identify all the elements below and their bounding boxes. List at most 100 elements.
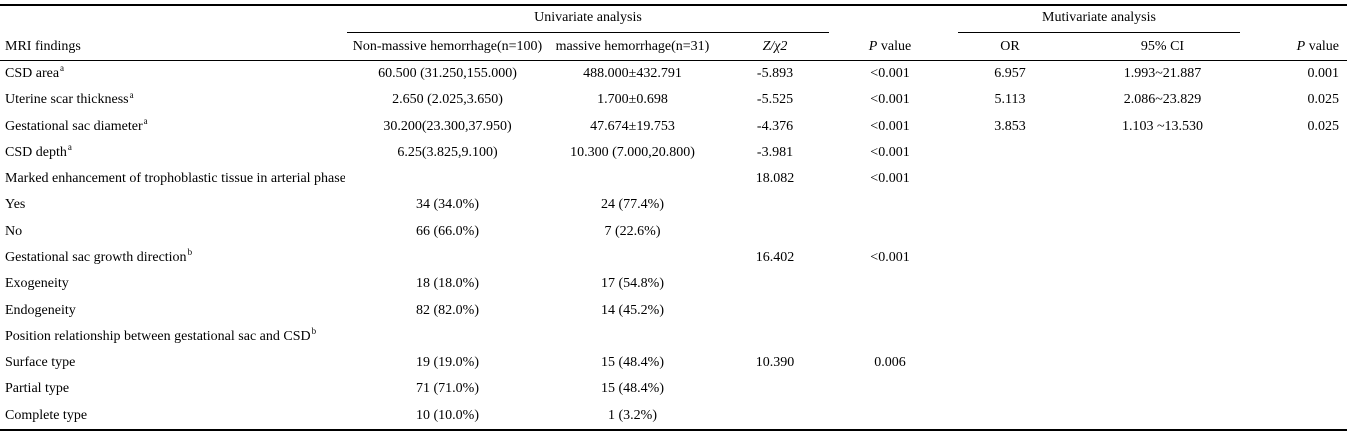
table-cell — [550, 166, 715, 192]
table-cell — [945, 245, 1075, 271]
col-header-mri-findings: MRI findings — [0, 33, 345, 61]
table-row: Gestational sac diametera 30.200(23.300,3… — [0, 114, 1347, 140]
table-cell — [1075, 245, 1250, 271]
col-header-non-massive: Non-massive hemorrhage(n=100) — [345, 33, 550, 61]
table-cell: 24 (77.4%) — [601, 197, 664, 213]
table-cell — [715, 376, 835, 402]
table-row: CSD areaa 60.500 (31.250,155.000) 488.000±… — [0, 61, 1347, 88]
table-cell — [550, 245, 715, 271]
table-row: Position relationship between gestationa… — [0, 324, 1347, 350]
table-cell — [1250, 245, 1347, 271]
table-row: Uterine scar thicknessa 2.650 (2.025,3.65… — [0, 87, 1347, 113]
table-cell: -4.376 — [756, 118, 794, 134]
footnote-marker: b — [187, 247, 193, 258]
table-cell: 47.674±19.753 — [590, 118, 675, 134]
table-row: Gestational sac growth directionb 16.402 <… — [0, 245, 1347, 271]
table-cell — [945, 271, 1075, 297]
table-cell: <0.001 — [870, 144, 910, 160]
row-label: CSD areaa — [5, 63, 65, 82]
table-cell: 1.993~21.887 — [1123, 66, 1202, 82]
group-header-multivariate: Mutivariate analysis — [945, 5, 1250, 33]
table-cell — [1075, 297, 1250, 323]
col-header-label: MRI findings — [5, 38, 81, 54]
table-row: Endogeneity 82 (82.0%) 14 (45.2%) — [0, 297, 1347, 323]
table-row: Complete type 10 (10.0%) 1 (3.2%) — [0, 402, 1347, 429]
table-cell — [945, 376, 1075, 402]
table-cell: 18.082 — [755, 171, 795, 187]
table-cell: 19 (19.0%) — [416, 355, 479, 371]
table-cell — [1075, 350, 1250, 376]
table-cell — [835, 376, 945, 402]
table-cell — [1075, 219, 1250, 245]
table-cell: 2.086~23.829 — [1123, 92, 1202, 108]
table-cell — [835, 402, 945, 429]
table-cell — [945, 166, 1075, 192]
col-header-label: value — [877, 38, 912, 54]
table-cell — [1250, 166, 1347, 192]
table-cell — [1075, 271, 1250, 297]
multivariate-spanner: Mutivariate analysis — [958, 6, 1241, 33]
table-cell: -5.525 — [756, 92, 794, 108]
col-header-label-italic: P — [1296, 38, 1306, 54]
table-cell: 1.103 ~13.530 — [1121, 118, 1204, 134]
col-header-p-value-multivariate: P value — [1250, 33, 1347, 61]
table-cell — [835, 219, 945, 245]
table-cell: 16.402 — [755, 249, 795, 265]
table-cell — [715, 297, 835, 323]
table-cell — [1250, 324, 1347, 350]
row-label: Position relationship between gestationa… — [5, 326, 317, 344]
table-cell: -5.893 — [756, 66, 794, 82]
group-header-spacer-right — [1250, 5, 1347, 33]
table-cell — [1250, 402, 1347, 429]
col-header-p-value-univariate: P value — [835, 33, 945, 61]
table-row: Exogeneity 18 (18.0%) 17 (54.8%) — [0, 271, 1347, 297]
table-cell: 0.006 — [874, 355, 906, 371]
table-cell — [1250, 140, 1347, 166]
table-cell: 10 (10.0%) — [416, 407, 479, 423]
table-cell: 6.957 — [994, 66, 1026, 82]
table-cell — [550, 324, 715, 350]
table-cell: 0.025 — [1307, 118, 1340, 134]
footnote-marker: a — [143, 116, 148, 126]
table-cell — [715, 271, 835, 297]
table-cell: 10.300 (7.000,20.800) — [570, 144, 695, 160]
table-cell: 7 (22.6%) — [604, 223, 661, 239]
table-cell — [715, 192, 835, 218]
table-cell — [945, 219, 1075, 245]
table-cell — [835, 271, 945, 297]
row-label: No — [5, 223, 23, 239]
table-cell — [1075, 140, 1250, 166]
row-label: Surface type — [5, 355, 76, 371]
group-label-univariate: Univariate analysis — [534, 10, 642, 25]
table-cell — [1075, 402, 1250, 429]
table-cell — [1250, 350, 1347, 376]
col-header-label: value — [1305, 38, 1340, 54]
row-label: Gestational sac growth directionb — [5, 247, 193, 265]
table-cell: 60.500 (31.250,155.000) — [378, 66, 517, 82]
table-cell: 15 (48.4%) — [601, 355, 664, 371]
col-header-massive: massive hemorrhage(n=31) — [550, 33, 715, 61]
table-cell: 2.650 (2.025,3.650) — [392, 92, 503, 108]
table-cell — [945, 140, 1075, 166]
table-cell — [945, 350, 1075, 376]
table-cell — [1250, 192, 1347, 218]
table-cell: 10.390 — [755, 355, 795, 371]
table-cell — [1250, 376, 1347, 402]
table-cell: 66 (66.0%) — [416, 223, 479, 239]
table-cell — [1075, 376, 1250, 402]
row-label: Exogeneity — [5, 276, 69, 292]
col-header-label-italic: P — [868, 38, 878, 54]
group-label-multivariate: Mutivariate analysis — [1042, 10, 1156, 25]
row-label: Gestational sac diametera — [5, 116, 148, 134]
table-cell: 30.200(23.300,37.950) — [383, 118, 512, 134]
table-cell: -3.981 — [756, 144, 794, 160]
table-cell: 18 (18.0%) — [416, 276, 479, 292]
table-row: No 66 (66.0%) 7 (22.6%) — [0, 219, 1347, 245]
table-row: Marked enhancement of trophoblastic tiss… — [0, 166, 1347, 192]
col-header-label: 95% CI — [1140, 38, 1185, 54]
table-row: CSD deptha 6.25(3.825,9.100) 10.300 (7.000… — [0, 140, 1347, 166]
table-cell — [945, 324, 1075, 350]
mri-findings-table: Univariate analysis Mutivariate analysis… — [0, 4, 1347, 431]
univariate-spanner: Univariate analysis — [347, 6, 829, 33]
